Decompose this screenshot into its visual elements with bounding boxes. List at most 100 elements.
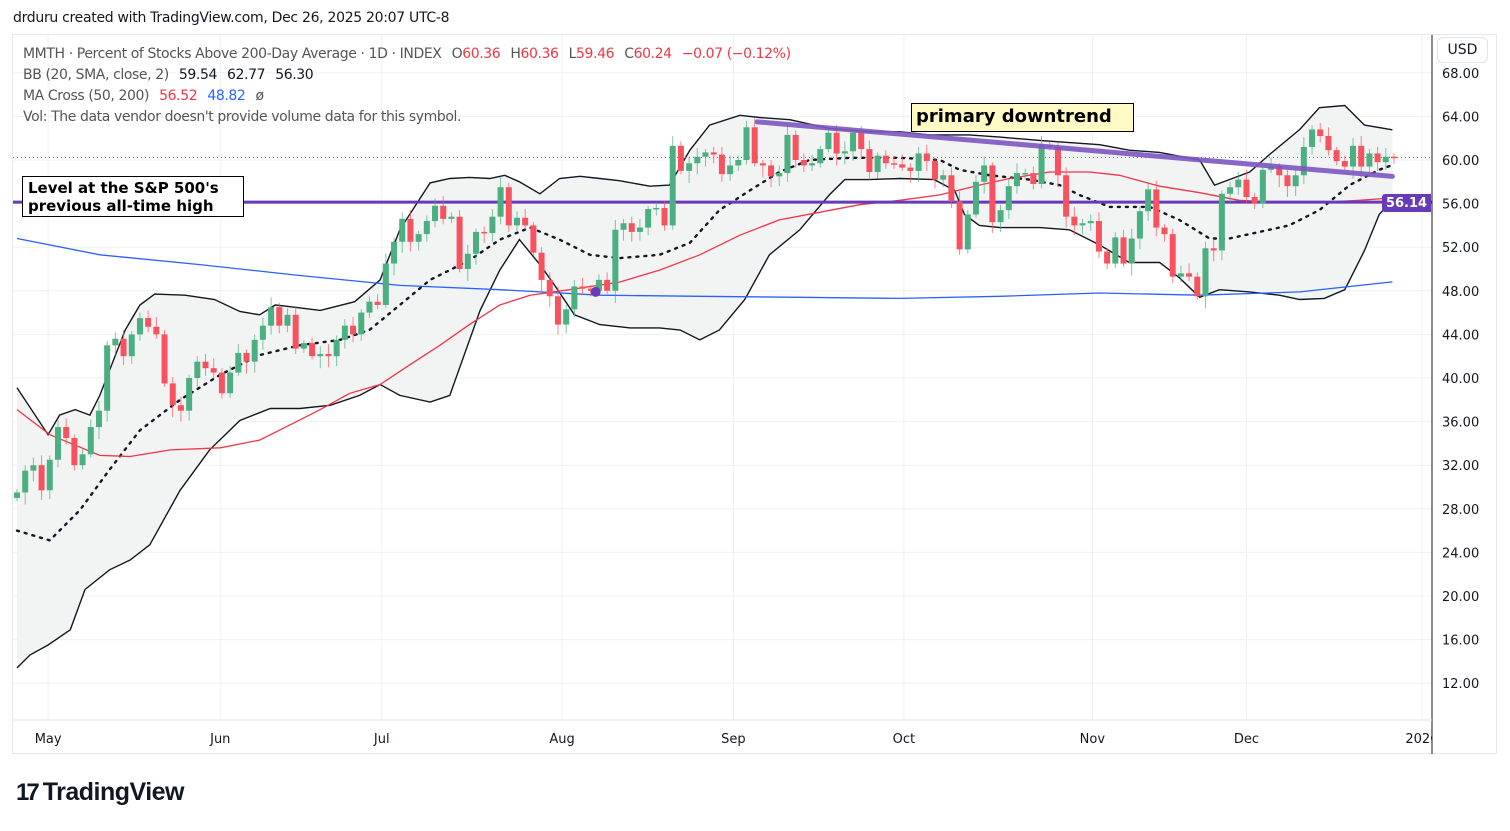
candle-body [22, 470, 29, 493]
candle [440, 195, 447, 225]
candle-body [677, 145, 684, 171]
candle [628, 216, 635, 242]
candle-body [1276, 166, 1283, 176]
candle-body [268, 307, 275, 326]
candle-body [14, 492, 20, 498]
candle-body [95, 410, 102, 428]
price-tick-label: 68.00 [1442, 67, 1479, 82]
candle-body [1366, 153, 1373, 167]
candle [1227, 181, 1234, 203]
candle-body [325, 354, 332, 357]
candle-body [1300, 146, 1307, 176]
candle [489, 209, 496, 242]
candle-body [866, 149, 873, 172]
time-axis[interactable]: May Jun Jul Aug Sep Oct Nov Dec 2026 [35, 732, 1439, 747]
price-tick-label: 44.00 [1442, 328, 1479, 343]
candle [79, 448, 86, 470]
change-value: −0.07 (−0.12%) [681, 46, 791, 62]
candle [136, 312, 143, 341]
time-tick-label: Dec [1234, 732, 1259, 747]
candle [30, 457, 37, 482]
candle-body [546, 279, 553, 297]
candle-body [350, 325, 357, 335]
candle [235, 344, 242, 376]
candle-body [522, 217, 529, 226]
candle-body [358, 312, 365, 335]
candle-body [530, 225, 537, 253]
candle [604, 272, 611, 295]
candle [972, 175, 979, 218]
candle-body [120, 338, 127, 357]
candle-body [940, 175, 947, 180]
candle [1120, 229, 1127, 267]
candle [768, 160, 775, 188]
legend-bb-row[interactable]: BB (20, SMA, close, 2) 59.54 62.77 56.30 [23, 65, 791, 86]
symbol-description: MMTH · Percent of Stocks Above 200-Day A… [23, 46, 442, 62]
cross-marker [590, 286, 601, 297]
high-value: 60.36 [520, 46, 559, 62]
candle-body [1079, 223, 1086, 226]
candle [177, 396, 184, 422]
legend-ma-row[interactable]: MA Cross (50, 200) 56.52 48.82 ø [23, 86, 791, 107]
high-label: H [510, 46, 521, 62]
candle-body [612, 229, 619, 291]
candle [112, 332, 119, 356]
candle-body [202, 361, 209, 369]
candle-body [579, 286, 586, 289]
candle [677, 141, 684, 175]
candle [981, 156, 988, 194]
candle-body [948, 175, 955, 202]
candle-body [628, 223, 635, 232]
candle [571, 279, 578, 317]
legend-symbol-row[interactable]: MMTH · Percent of Stocks Above 200-Day A… [23, 44, 791, 65]
level-annotation[interactable]: Level at the S&P 500's previous all-time… [22, 176, 244, 217]
candle [284, 308, 291, 333]
candle [423, 215, 430, 242]
ma50-value: 56.52 [159, 88, 198, 104]
candle [358, 309, 365, 341]
candle [538, 247, 545, 292]
candle-body [1145, 189, 1152, 212]
candle-body [1112, 237, 1119, 264]
candle [128, 331, 135, 364]
candle [292, 306, 299, 355]
candle-body [882, 155, 889, 164]
candle [415, 230, 422, 251]
level-price-tag: 56.14 [1382, 194, 1431, 212]
candle [1251, 192, 1258, 210]
candle [874, 152, 881, 179]
candle [432, 198, 439, 228]
tradingview-logo[interactable]: 17 TradingView [16, 778, 185, 807]
candle [71, 434, 78, 471]
candle [1169, 228, 1176, 284]
candle-body [1309, 129, 1316, 147]
currency-button[interactable]: USD [1437, 37, 1488, 63]
candle-body [128, 334, 135, 357]
candle [530, 222, 537, 256]
candle-body [1202, 248, 1209, 297]
candle [776, 165, 783, 187]
candle [317, 346, 324, 369]
candle [620, 218, 627, 241]
candle [1128, 228, 1135, 276]
tradingview-logo-icon: 17 [16, 778, 40, 806]
candle [481, 226, 488, 243]
candle-body [194, 361, 201, 378]
candle [1259, 163, 1266, 208]
candle-body [177, 405, 184, 411]
close-value: 60.24 [633, 46, 672, 62]
trend-annotation[interactable]: primary downtrend [911, 103, 1134, 132]
candle-body [923, 153, 930, 162]
candle-body [554, 296, 561, 325]
candle [46, 455, 53, 499]
candle-body [440, 205, 447, 219]
candle [63, 418, 70, 445]
candle [1112, 231, 1119, 268]
candle [751, 118, 758, 167]
price-axis[interactable]: 68.00 64.00 60.00 56.00 52.00 48.00 44.00 40.00… [1442, 67, 1479, 692]
candle [14, 489, 20, 502]
candle-body [972, 181, 979, 215]
candle-body [735, 160, 742, 166]
candle-body [79, 454, 86, 466]
